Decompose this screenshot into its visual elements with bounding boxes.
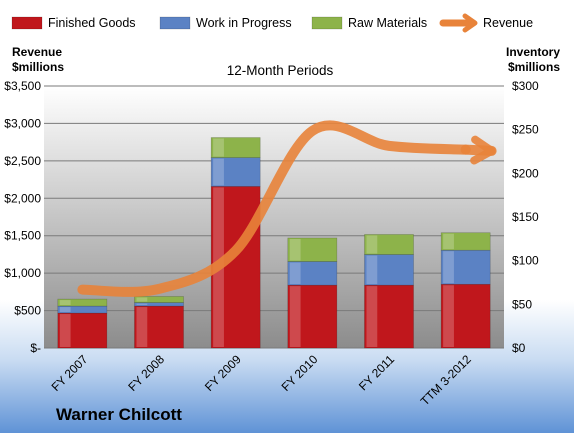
bar-highlight [136, 297, 148, 302]
bar-highlight [366, 255, 378, 285]
bar-highlight [289, 238, 301, 261]
right-tick-label: $100 [512, 254, 539, 268]
bar-finished-goods [57, 312, 108, 349]
category-label-group: FY 2009 [202, 352, 244, 394]
right-tick-label: $300 [512, 79, 539, 93]
legend-swatch-finished-goods [11, 16, 43, 30]
bar-highlight [366, 235, 378, 254]
bar-highlight [59, 300, 71, 306]
bar-raw-materials [57, 298, 108, 307]
bar-raw-materials [287, 237, 338, 262]
right-tick-label: $0 [512, 341, 526, 355]
category-label-group: FY 2007 [49, 352, 91, 394]
left-tick-label: $2,000 [4, 191, 41, 205]
bar-raw-materials [134, 296, 184, 303]
bar-finished-goods [364, 284, 414, 349]
right-tick-label: $150 [512, 210, 539, 224]
bar-highlight [213, 138, 224, 157]
bar-work-in-progress [440, 249, 491, 285]
bar-work-in-progress [364, 254, 414, 286]
right-axis-title-line-1: Inventory [506, 45, 560, 59]
category-label: FY 2010 [279, 352, 321, 394]
right-axis-title-line-2: $millions [508, 60, 560, 74]
left-tick-label: $3,000 [4, 116, 41, 130]
category-label-group: FY 2008 [125, 352, 167, 394]
legend-label-raw-materials: Raw Materials [348, 16, 427, 30]
category-label: FY 2011 [356, 352, 397, 393]
legend-label-work-in-progress: Work in Progress [196, 16, 292, 30]
category-label-group: TTM 3-2012 [418, 352, 474, 408]
bar-highlight [136, 303, 148, 306]
left-tick-label: $2,500 [4, 154, 41, 168]
bar-raw-materials [364, 234, 414, 255]
right-tick-label: $200 [512, 166, 539, 180]
category-label-group: FY 2011 [356, 352, 397, 393]
left-tick-label: $- [30, 341, 41, 355]
legend-swatch-raw-materials [311, 16, 343, 30]
left-tick-label: $1,500 [4, 229, 41, 243]
bar-highlight [213, 158, 224, 186]
bar-highlight [136, 307, 148, 347]
bar-highlight [59, 307, 71, 313]
company-name: Warner Chilcott [56, 405, 182, 424]
chart-subtitle: 12-Month Periods [227, 63, 334, 78]
bar-finished-goods [134, 305, 184, 349]
bar-highlight [289, 286, 301, 347]
right-tick-label: $50 [512, 297, 532, 311]
bar-highlight [443, 251, 454, 284]
legend-arrow-revenue [462, 13, 478, 33]
category-label: FY 2007 [49, 352, 91, 394]
bar-finished-goods [440, 283, 491, 349]
legend-swatch-work-in-progress [159, 16, 191, 30]
revenue-arrow-head [470, 135, 496, 165]
left-axis-title-line-2: $millions [12, 60, 64, 74]
bar-work-in-progress [210, 157, 261, 187]
category-label: TTM 3-2012 [418, 352, 474, 408]
legend-label-revenue: Revenue [483, 16, 533, 30]
bar-highlight [366, 286, 378, 347]
category-label-group: FY 2010 [279, 352, 321, 394]
bar-raw-materials [210, 137, 261, 158]
category-label: FY 2009 [202, 352, 244, 394]
bar-raw-materials [440, 232, 491, 251]
left-tick-label: $500 [14, 304, 41, 318]
left-tick-label: $3,500 [4, 79, 41, 93]
left-tick-label: $1,000 [4, 266, 41, 280]
bar-highlight [59, 314, 71, 347]
legend-label-finished-goods: Finished Goods [48, 16, 136, 30]
category-label: FY 2008 [125, 352, 167, 394]
right-tick-label: $250 [512, 123, 539, 137]
left-axis-title-line-1: Revenue [12, 45, 62, 59]
bar-highlight [443, 285, 454, 347]
bar-highlight [289, 262, 301, 285]
bar-highlight [443, 233, 454, 250]
plot-area [44, 86, 504, 348]
bar-finished-goods [287, 284, 338, 349]
